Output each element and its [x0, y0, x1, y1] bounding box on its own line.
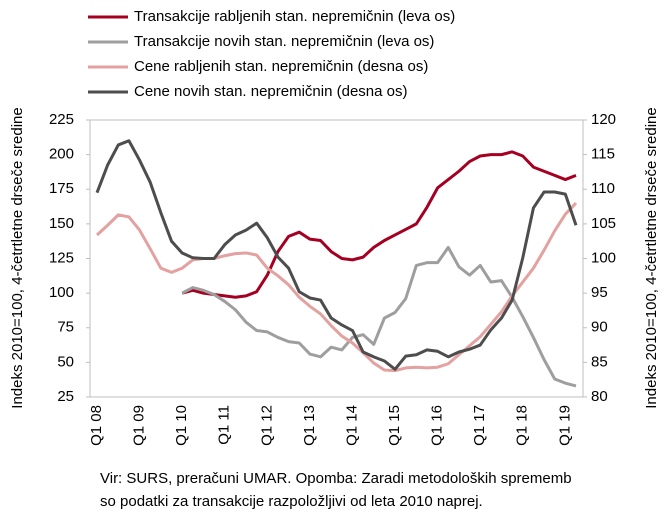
plot-frame: [89, 119, 584, 398]
x-tick-label: Q1 12: [258, 405, 275, 446]
x-tick-label: Q1 17: [471, 405, 488, 446]
y2-tick-label: 90: [591, 319, 608, 336]
y-tick-label: 175: [49, 180, 74, 197]
x-tick-label: Q1 09: [131, 405, 148, 446]
y-tick-label: 100: [49, 284, 74, 301]
legend-label: Transakcije novih stan. nepremičnin (lev…: [134, 33, 434, 50]
x-tick-label: Q1 19: [556, 405, 573, 446]
y-tick-label: 25: [57, 388, 74, 405]
y2-tick-label: 105: [591, 215, 616, 232]
note: so podatki za transakcije razpoložljivi …: [100, 493, 483, 510]
y2-tick-label: 120: [591, 111, 616, 128]
y-tick-label: 75: [57, 319, 74, 336]
y2-axis-label: Indeks 2010=100, 4-četrtletne drseče sre…: [643, 107, 660, 408]
x-tick-label: Q1 14: [343, 405, 360, 446]
series-line: [95, 139, 578, 371]
x-tick-label: Q1 11: [216, 405, 233, 445]
legend-label: Cene rabljenih stan. nepremičnin (desna …: [134, 58, 428, 75]
legend-label: Cene novih stan. nepremičnin (desna os): [134, 83, 408, 100]
x-tick-label: Q1 13: [301, 405, 318, 446]
y2-tick-label: 115: [591, 146, 615, 163]
y2-tick-label: 80: [591, 388, 608, 405]
x-tick-label: Q1 18: [514, 405, 531, 446]
x-tick-label: Q1 08: [88, 405, 105, 446]
y-tick-label: 200: [49, 146, 74, 163]
series-line: [181, 245, 577, 388]
y2-tick-label: 110: [591, 180, 615, 197]
x-tick-label: Q1 10: [173, 405, 190, 446]
y2-tick-label: 95: [591, 284, 608, 301]
y-tick-label: 150: [49, 215, 74, 232]
x-tick-label: Q1 16: [429, 405, 446, 446]
y-tick-label: 50: [57, 353, 74, 370]
y-tick-label: 125: [49, 249, 74, 266]
series-line: [181, 150, 577, 299]
y-axis-label: Indeks 2010=100, 4-četrtletne drseče sre…: [9, 107, 26, 408]
x-tick-label: Q1 15: [386, 405, 403, 446]
legend-label: Transakcije rabljenih stan. nepremičnin …: [134, 8, 455, 25]
y2-tick-label: 100: [591, 249, 616, 266]
series-line: [95, 202, 578, 373]
y2-tick-label: 85: [591, 353, 608, 370]
note: Vir: SURS, preračuni UMAR. Opomba: Zarad…: [100, 470, 572, 487]
y-tick-label: 225: [49, 111, 74, 128]
